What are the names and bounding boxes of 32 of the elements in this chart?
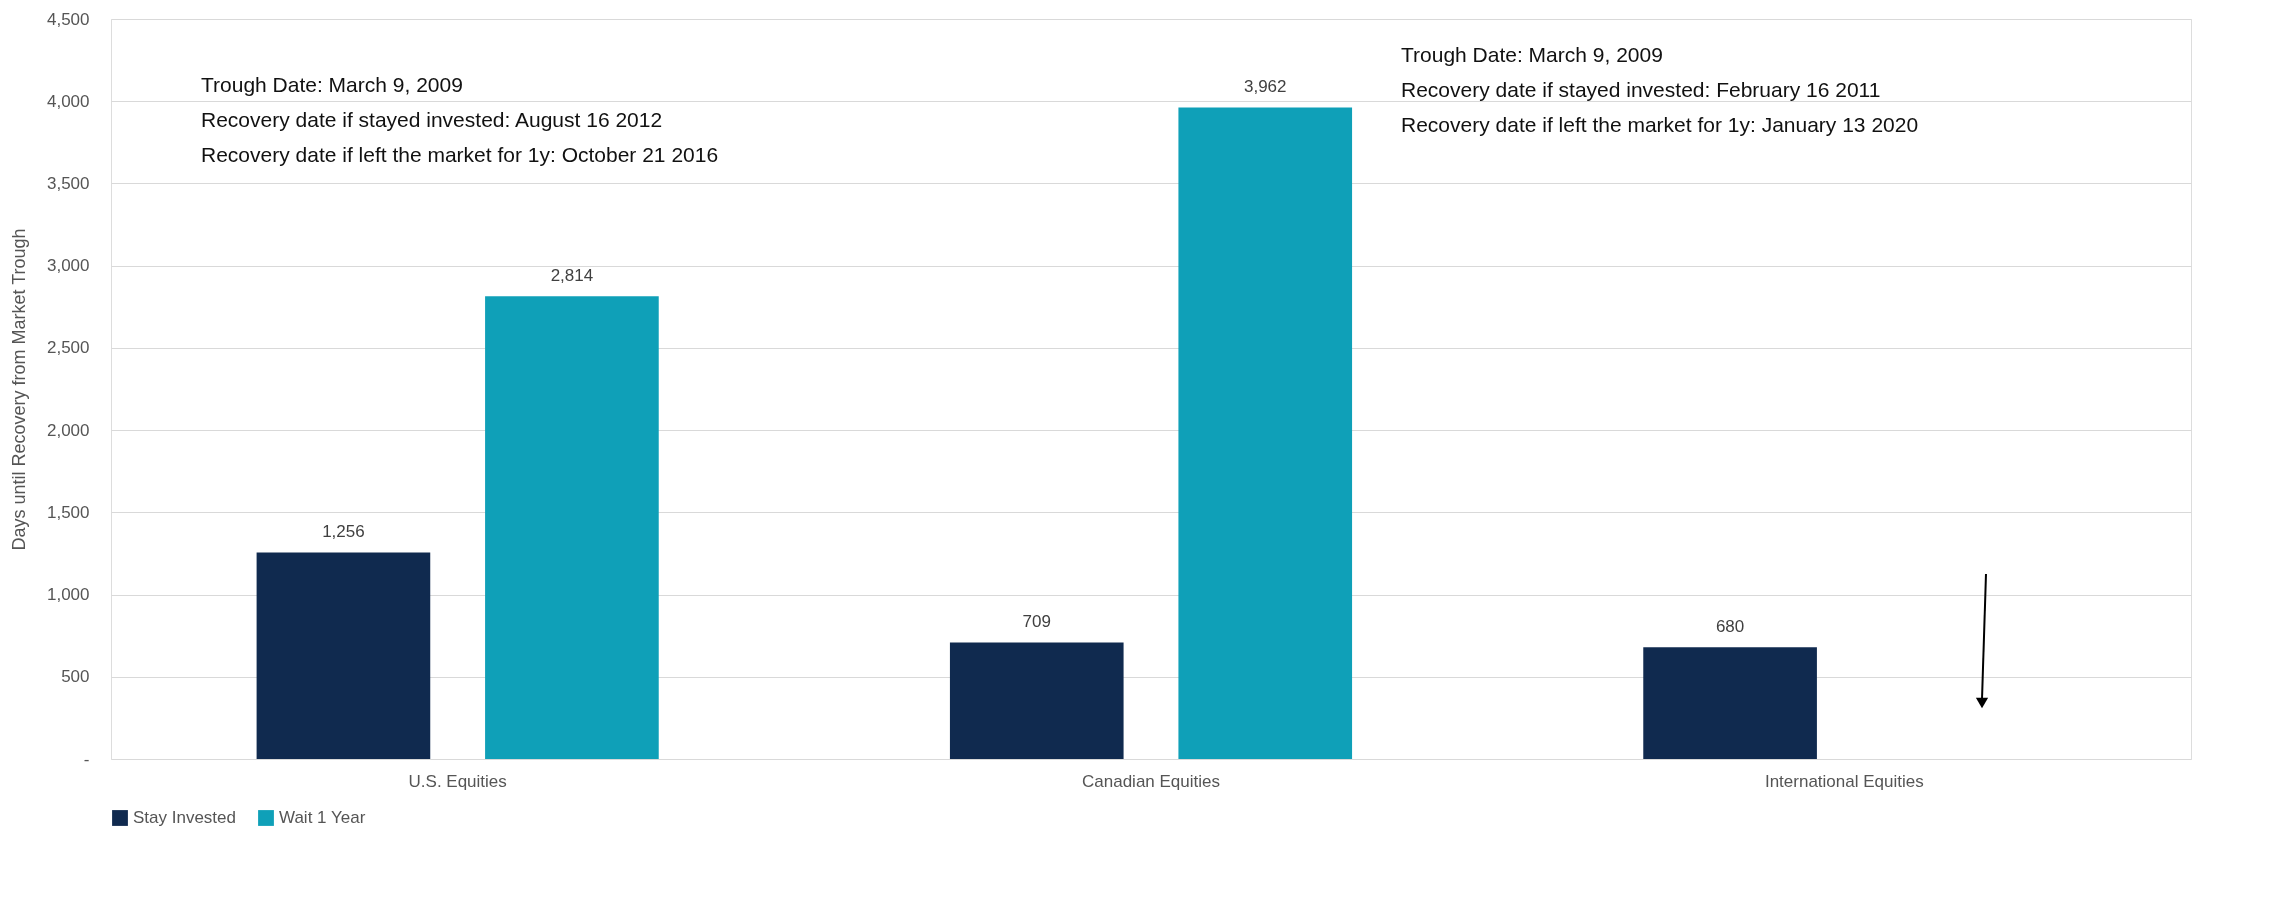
annotation: Recovery date if left the market for 1y: October 21 2016 xyxy=(201,143,719,166)
data-label: 2,814 xyxy=(550,266,594,286)
y-tick-label: 1,500 xyxy=(46,502,90,522)
legend-label: Wait 1 Year xyxy=(279,808,366,827)
bar xyxy=(1178,107,1353,759)
y-tick-label: 3,000 xyxy=(46,256,90,276)
annotation: Recovery date if stayed invested: February 16 2011 xyxy=(1401,78,1881,101)
annotation: Trough Date: March 9, 2009 xyxy=(1401,43,1663,66)
y-tick-label: 3,500 xyxy=(46,173,90,193)
y-tick-label: 2,500 xyxy=(46,338,90,358)
y-tick-label: - xyxy=(83,749,90,769)
data-label: 1,256 xyxy=(322,522,365,542)
bar xyxy=(256,552,431,759)
data-label: 709 xyxy=(1022,612,1051,632)
bar xyxy=(485,296,659,759)
data-label: 680 xyxy=(1715,617,1745,637)
bar xyxy=(949,642,1124,759)
annotation: Recovery date if stayed invested: August 16 2012 xyxy=(201,108,663,131)
annotation: Recovery date if left the market for 1y: January 13 2020 xyxy=(1401,113,1919,136)
y-tick-label: 1,000 xyxy=(46,585,90,605)
y-axis-title: Days until Recovery from Market Trough xyxy=(8,228,29,551)
y-tick-label: 2,000 xyxy=(46,420,90,440)
y-tick-label: 500 xyxy=(61,667,90,687)
x-tick-label: Canadian Equities xyxy=(1082,771,1220,791)
x-tick-label: U.S. Equities xyxy=(408,771,507,791)
y-tick-label: 4,500 xyxy=(46,9,90,29)
y-tick-label: 4,000 xyxy=(46,91,90,111)
x-tick-label: International Equities xyxy=(1764,771,1924,791)
annotation: Trough Date: March 9, 2009 xyxy=(201,73,463,96)
bar xyxy=(1643,647,1817,759)
legend-label: Stay Invested xyxy=(133,808,237,827)
data-label: 3,962 xyxy=(1243,77,1287,97)
